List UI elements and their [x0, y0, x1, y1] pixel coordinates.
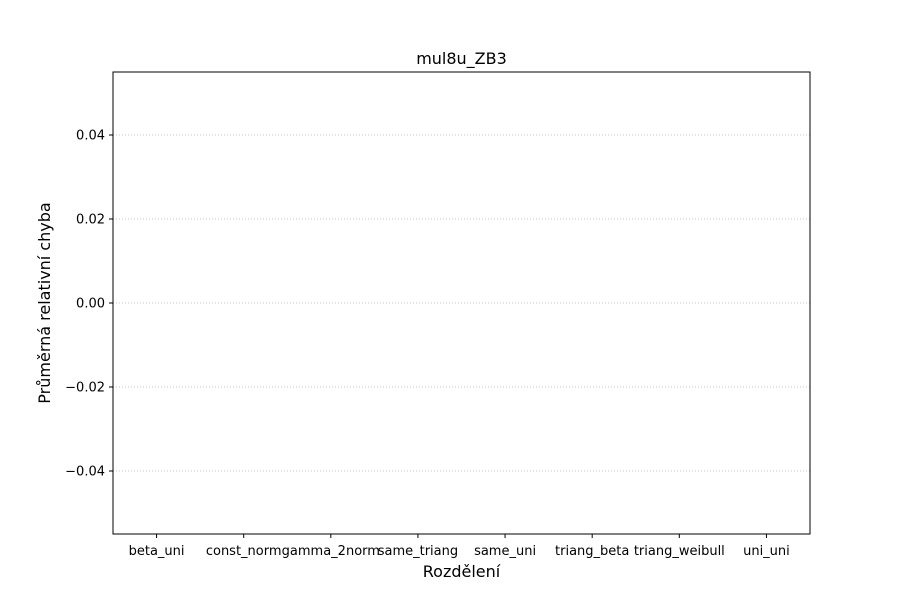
- y-tick-label: 0.02: [76, 213, 105, 228]
- x-axis-title: Rozdělení: [423, 562, 501, 581]
- y-axis: −0.04 −0.02 0.00 0.02 0.04: [65, 129, 113, 480]
- x-tick-label: same_triang: [378, 544, 458, 559]
- x-tick-label: beta_uni: [129, 544, 185, 559]
- chart-title: mul8u_ZB3: [416, 49, 507, 69]
- x-axis: beta_uni const_norm gamma_2normsame_triang…: [129, 534, 790, 559]
- y-tick-label: −0.02: [65, 381, 105, 396]
- y-tick-label: −0.04: [65, 465, 105, 480]
- y-tick-label: 0.04: [76, 129, 105, 144]
- x-tick-label: same_uni: [474, 544, 536, 559]
- y-axis-title: Průměrná relativní chyba: [35, 202, 54, 403]
- y-tick-label: 0.00: [76, 297, 105, 312]
- x-tick-label: triang_beta: [555, 544, 629, 559]
- grid-lines: [113, 134, 810, 472]
- x-tick-label: triang_weibull: [634, 544, 725, 559]
- x-tick-label: uni_uni: [743, 544, 790, 559]
- x-tick-label: gamma_2norm: [282, 544, 380, 559]
- x-tick-label: const_norm: [206, 544, 282, 559]
